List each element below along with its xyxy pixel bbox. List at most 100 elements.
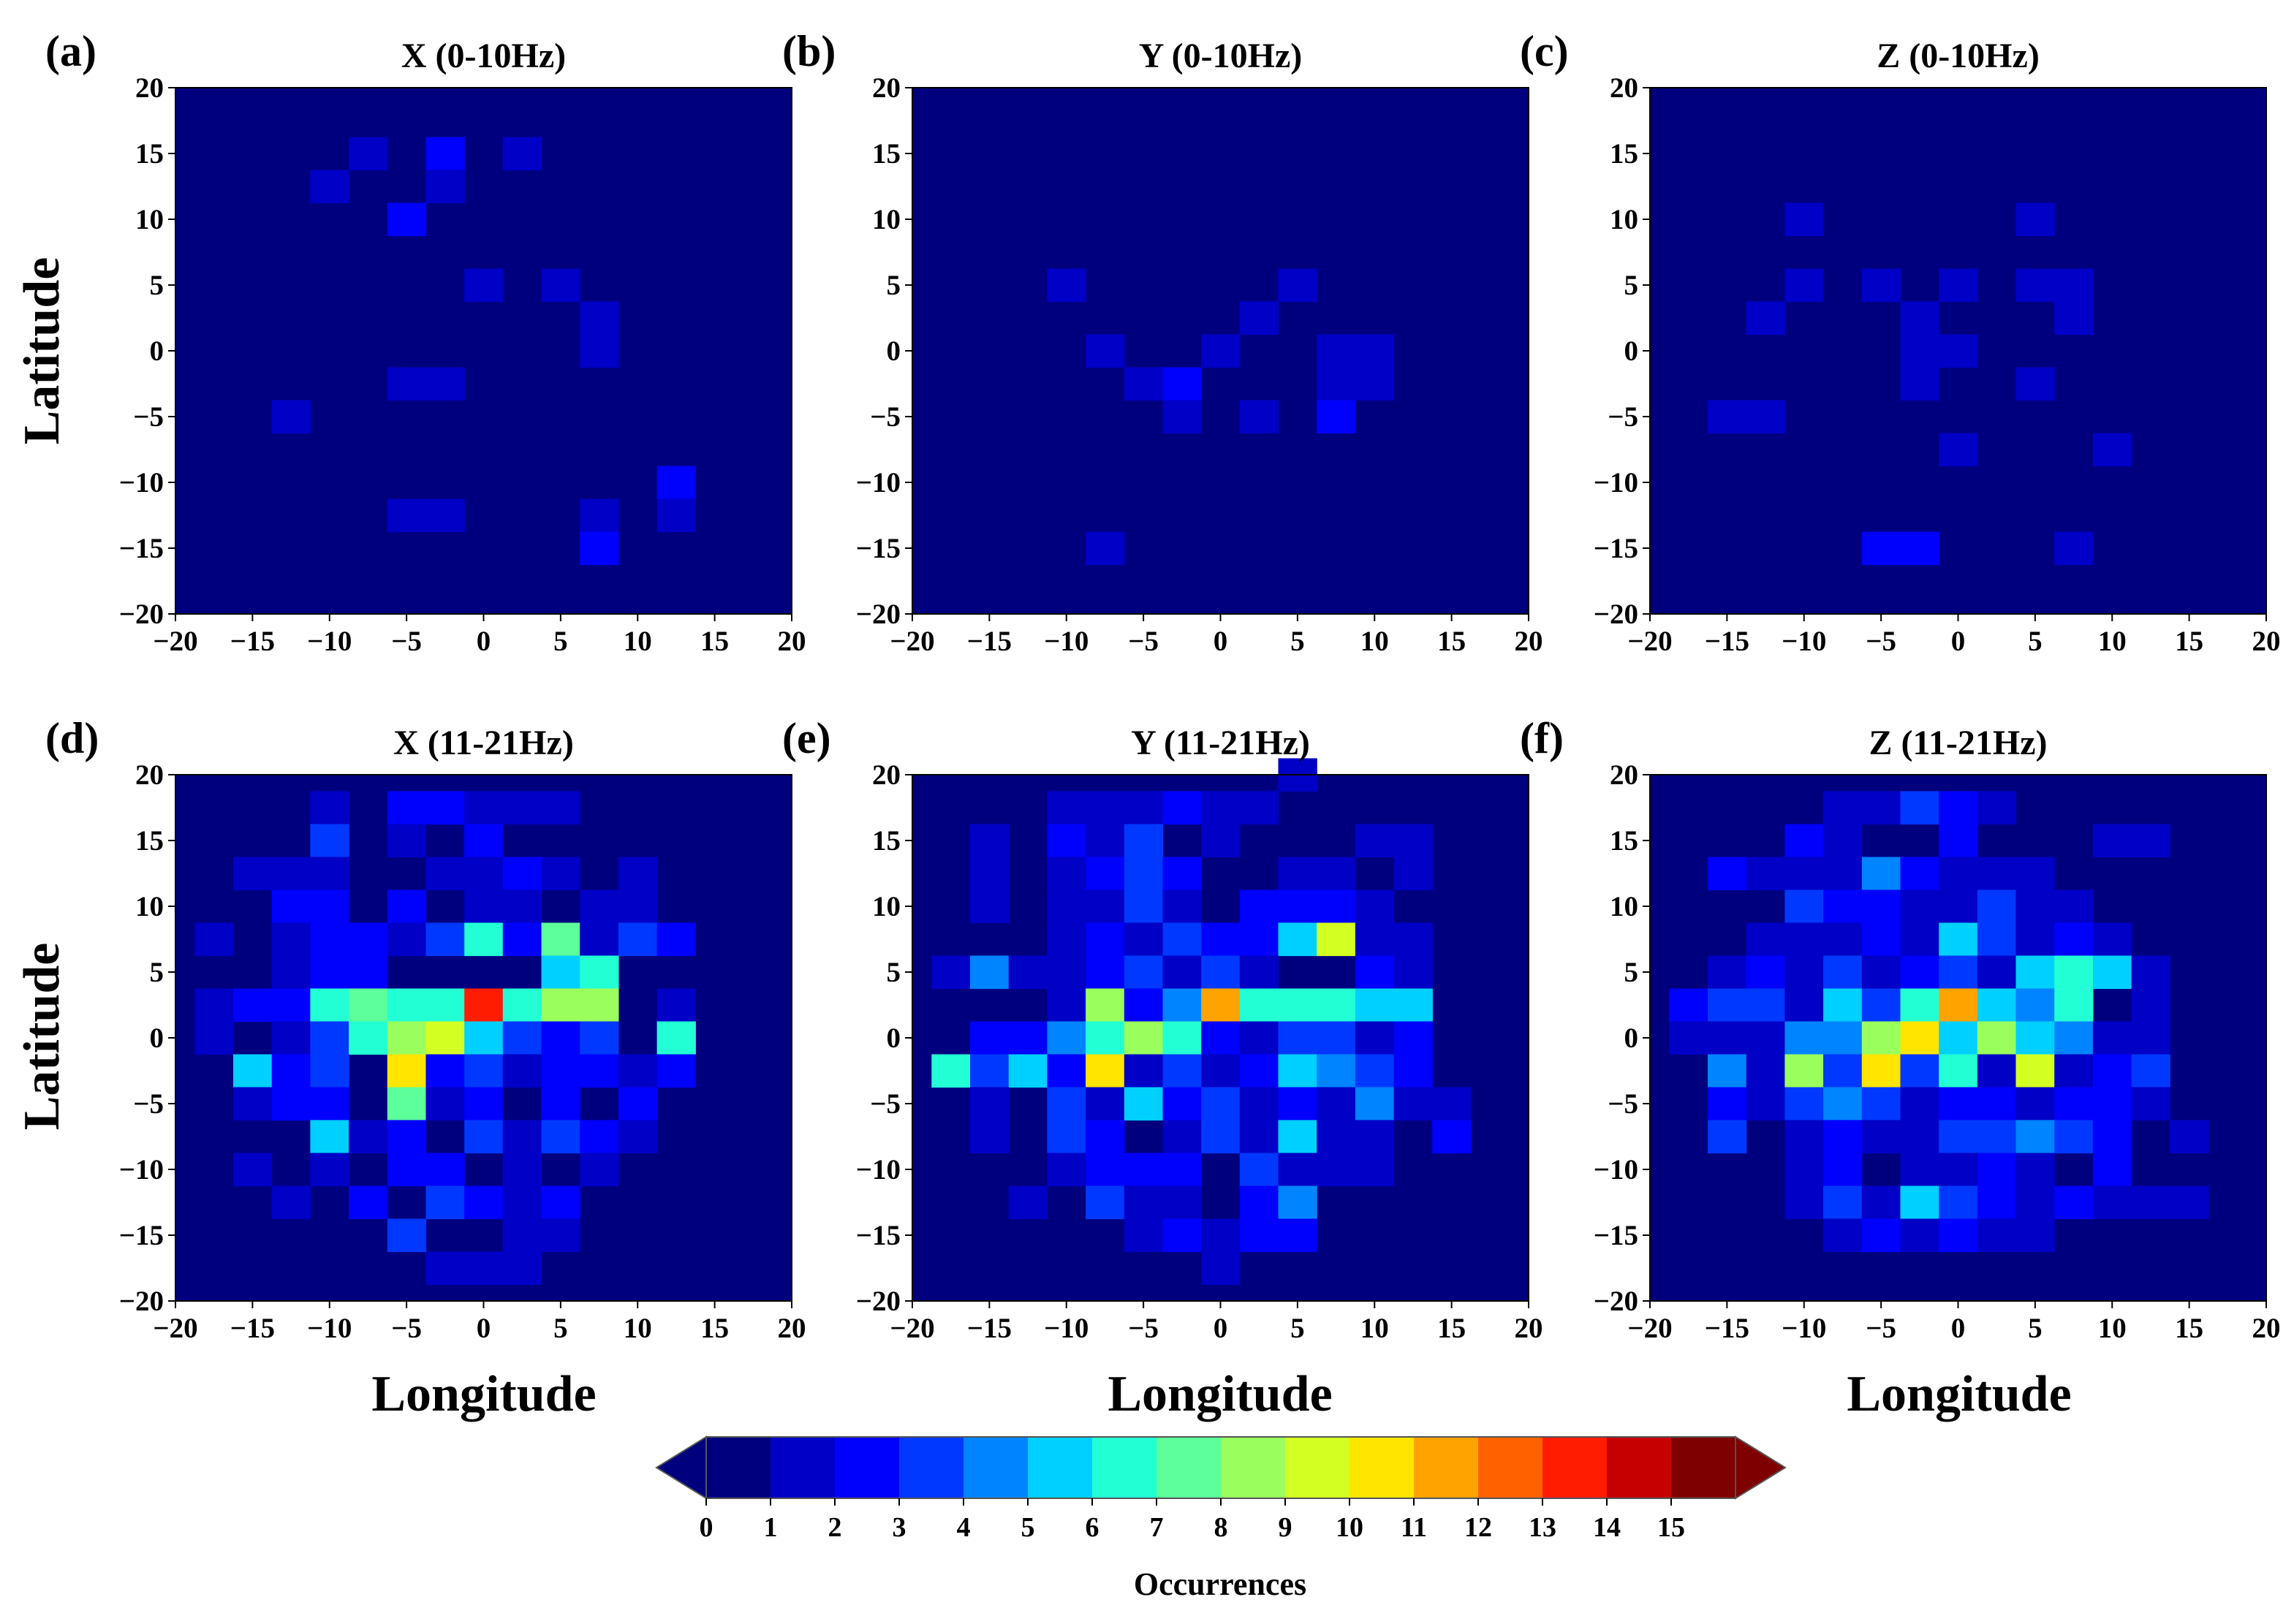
heatmap-cell [387, 922, 427, 957]
heatmap-cell [580, 988, 619, 1022]
colorbar-tick-label: 9 [1279, 1512, 1292, 1543]
heatmap-cell [194, 1021, 234, 1055]
heatmap-cell [1278, 1120, 1317, 1154]
colorbar-swatch [964, 1437, 1029, 1498]
heatmap-cell [1939, 857, 1978, 891]
x-tick-label: 5 [1290, 1313, 1305, 1344]
heatmap-cell [387, 1218, 427, 1253]
heatmap-cell [2015, 1120, 2055, 1154]
heatmap-cell [1317, 1087, 1356, 1121]
heatmap-cell [1201, 1251, 1241, 1286]
heatmap-cell [1977, 1218, 2017, 1253]
heatmap-cell [580, 922, 619, 957]
panel-label: (e) [782, 714, 831, 762]
heatmap-cell [1784, 857, 1824, 891]
heatmap-cell [1784, 1087, 1824, 1121]
heatmap-cell [1823, 1153, 1863, 1187]
colorbar-swatch [1671, 1437, 1736, 1498]
heatmap-cell [1900, 955, 1939, 990]
heatmap-cell [1784, 955, 1824, 990]
heatmap-cell [1278, 1021, 1317, 1055]
heatmap-cell [1201, 1218, 1241, 1253]
x-tick-label: −20 [1627, 1313, 1672, 1344]
y-tick-label: 10 [872, 204, 901, 235]
heatmap-cell [1708, 988, 1747, 1022]
heatmap-cell [2015, 1021, 2055, 1055]
y-tick-label: 10 [1610, 204, 1638, 235]
heatmap-cell [349, 137, 388, 171]
x-tick-label: −5 [1128, 1313, 1159, 1344]
heatmap-cell [1086, 889, 1125, 924]
y-tick-label: −10 [1594, 467, 1638, 498]
panel-label: (c) [1520, 27, 1569, 75]
heatmap-cell [464, 268, 504, 303]
heatmap-cell [1861, 1054, 1901, 1088]
heatmap-cell [1432, 1120, 1472, 1154]
panel-b: −20 −15 −10 −5 0 5 10 15 20 20 15 10 5 0 −5 −10 −15 −20 Y … [782, 27, 1543, 657]
heatmap-cell [1008, 1021, 1048, 1055]
heatmap-cell [1861, 1087, 1901, 1121]
heatmap-cell [1317, 889, 1356, 924]
x-tick-label: −10 [307, 1313, 352, 1344]
heatmap-cell [1317, 1021, 1356, 1055]
heatmap-cell [1823, 1054, 1863, 1088]
heatmap-cell [387, 1021, 427, 1055]
heatmap-cell [1784, 1120, 1824, 1154]
heatmap-cell [464, 824, 504, 858]
heatmap-cell [580, 531, 619, 566]
x-tick-label: −5 [1866, 626, 1896, 657]
heatmap-cell [970, 1021, 1010, 1055]
heatmap-cell [1900, 1185, 1939, 1220]
heatmap-cell [1239, 1153, 1279, 1187]
heatmap-cell [349, 955, 388, 990]
heatmap-cell [502, 791, 542, 825]
heatmap-cell [580, 498, 619, 533]
heatmap-cell [425, 1054, 465, 1088]
heatmap-cell [1162, 1185, 1202, 1220]
heatmap-cell [1086, 1021, 1125, 1055]
heatmap-cell [387, 202, 427, 237]
heatmap-cell [2054, 1120, 2094, 1154]
colorbar-swatch [771, 1437, 836, 1498]
heatmap-cell [2015, 1054, 2055, 1088]
heatmap-cell [1239, 922, 1279, 957]
heatmap-cell [1355, 824, 1395, 858]
heatmap-cell [580, 1054, 619, 1088]
x-tick-label: 5 [553, 626, 568, 657]
heatmap-cell [931, 1054, 971, 1088]
x-tick-label: 0 [477, 626, 491, 657]
heatmap-cell [580, 955, 619, 990]
heatmap-cell [1900, 889, 1939, 924]
heatmap-cell [349, 1021, 388, 1055]
colorbar-tick-label: 7 [1150, 1512, 1164, 1543]
heatmap-cell [1124, 955, 1164, 990]
x-tick-label: −5 [391, 626, 422, 657]
heatmap-cell [1900, 1218, 1939, 1253]
heatmap-cell [1086, 1087, 1125, 1121]
heatmap-cell [970, 1087, 1010, 1121]
panel-title: Y (11-21Hz) [1131, 724, 1310, 762]
y-tick-label: −20 [856, 599, 901, 630]
x-tick-label: −10 [1782, 626, 1826, 657]
heatmap-cell [1086, 922, 1125, 957]
heatmap-cell [310, 955, 349, 990]
panels: −20 −15 −10 −5 0 5 10 15 20 20 15 10 5 0 −5 −10 −15 −20 X … [45, 27, 2281, 1344]
heatmap-cell [2170, 1120, 2209, 1154]
xlabel-d: Longitude [371, 1366, 596, 1422]
heatmap-cell [1977, 857, 2017, 891]
heatmap-cell [1823, 955, 1863, 990]
y-tick-label: 20 [872, 759, 901, 791]
x-tick-label: 0 [1951, 1313, 1966, 1344]
heatmap-cell [387, 367, 427, 401]
heatmap-cell [310, 1153, 349, 1187]
y-tick-label: −20 [1594, 599, 1638, 630]
heatmap-cell [1086, 824, 1125, 858]
heatmap-cell [271, 400, 311, 434]
heatmap-cell [580, 1021, 619, 1055]
heatmap-cell [580, 1120, 619, 1154]
heatmap-cell [233, 1153, 273, 1187]
heatmap-cell [1124, 791, 1164, 825]
x-tick-label: 0 [477, 1313, 491, 1344]
x-tick-label: −5 [1128, 626, 1159, 657]
colorbar-swatch [1607, 1437, 1672, 1498]
